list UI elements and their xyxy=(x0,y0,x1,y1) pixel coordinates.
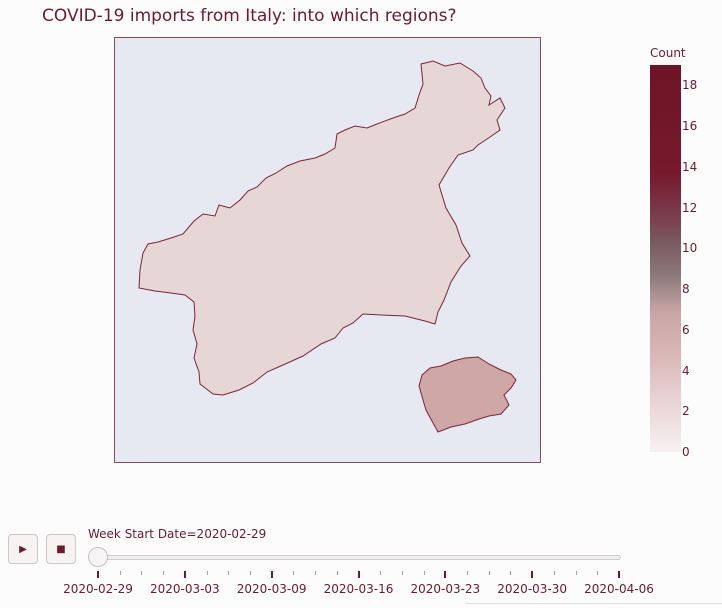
slider-tick xyxy=(97,571,99,578)
colorbar-tick-label: 18 xyxy=(682,78,698,93)
stop-icon: ■ xyxy=(56,543,66,555)
colorbar-tick-label: 6 xyxy=(682,322,690,337)
slider-minor-tick xyxy=(553,571,555,575)
slider-tick xyxy=(531,571,534,578)
slider-minor-tick xyxy=(249,571,251,575)
slider-minor-tick xyxy=(141,571,143,575)
colorbar xyxy=(650,65,681,452)
divider xyxy=(466,603,722,604)
slider-minor-tick xyxy=(380,571,382,575)
slider-tick xyxy=(618,571,620,578)
slider-minor-tick xyxy=(423,571,425,575)
colorbar-tick-label: 0 xyxy=(682,445,690,459)
slider-minor-tick xyxy=(575,571,577,575)
region-island[interactable] xyxy=(418,356,517,433)
slider-minor-tick xyxy=(401,571,403,575)
slider-rail[interactable] xyxy=(97,555,621,560)
colorbar-title: Count xyxy=(650,46,686,60)
slider-tick xyxy=(357,571,360,578)
slider-tick xyxy=(270,571,273,578)
slider-minor-tick xyxy=(336,571,338,575)
colorbar-tick-label: 14 xyxy=(682,159,698,174)
map-svg xyxy=(138,60,517,433)
slider-step-label[interactable]: 2020-03-16 xyxy=(323,582,394,596)
slider-minor-tick xyxy=(597,571,599,575)
stop-button[interactable]: ■ xyxy=(46,534,76,564)
slider-minor-tick xyxy=(119,571,121,575)
colorbar-tick-label: 10 xyxy=(682,241,698,256)
region-mainland[interactable] xyxy=(138,60,506,396)
colorbar-tick-label: 12 xyxy=(682,200,698,215)
chart-title: COVID-19 imports from Italy: into which … xyxy=(42,6,457,26)
slider-handle[interactable] xyxy=(88,547,108,567)
slider-minor-tick xyxy=(206,571,208,575)
colorbar-tick-label: 2 xyxy=(682,404,690,419)
slider-tick xyxy=(183,571,186,578)
slider-minor-tick xyxy=(467,571,469,575)
slider-minor-tick xyxy=(510,571,512,575)
slider-step-label[interactable]: 2020-03-09 xyxy=(236,582,307,596)
colorbar-tick-label: 8 xyxy=(682,282,690,297)
play-button[interactable]: ▶ xyxy=(8,534,38,564)
slider-minor-tick xyxy=(228,571,230,575)
slider-step-label[interactable]: 2020-03-30 xyxy=(497,582,568,596)
slider-step-label[interactable]: 2020-04-06 xyxy=(584,582,654,596)
play-icon: ▶ xyxy=(19,543,27,555)
colorbar-tick-label: 16 xyxy=(682,119,698,134)
slider-minor-tick xyxy=(163,571,165,575)
slider-minor-tick xyxy=(488,571,490,575)
slider-current-value: Week Start Date=2020-02-29 xyxy=(88,527,267,541)
colorbar-tick-label: 4 xyxy=(682,363,690,378)
slider-step-label[interactable]: 2020-03-03 xyxy=(149,582,220,596)
slider-step-label[interactable]: 2020-03-23 xyxy=(410,582,481,596)
slider-minor-tick xyxy=(293,571,295,575)
map-plot-area[interactable] xyxy=(114,37,541,463)
slider-step-label[interactable]: 2020-02-29 xyxy=(63,582,133,596)
slider-minor-tick xyxy=(315,571,317,575)
slider-tick xyxy=(444,571,447,578)
